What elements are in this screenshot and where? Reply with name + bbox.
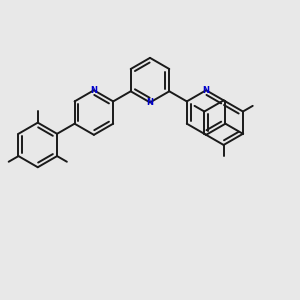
Text: N: N (146, 98, 154, 107)
Text: N: N (202, 86, 210, 95)
Text: N: N (90, 86, 98, 95)
